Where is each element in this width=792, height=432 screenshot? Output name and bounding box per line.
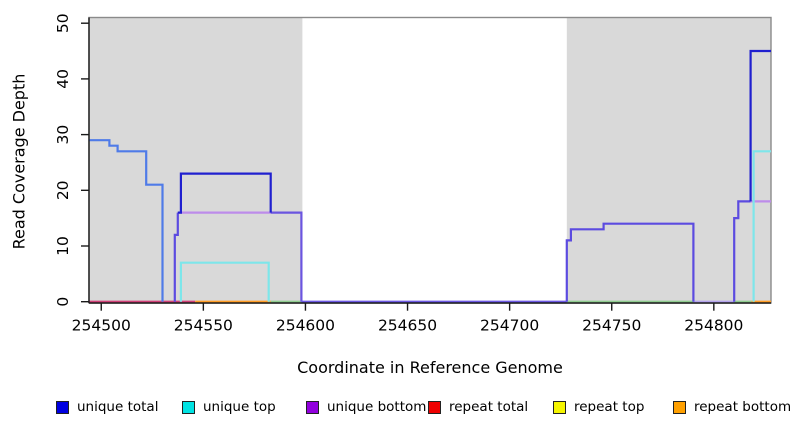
y-axis-title: Read Coverage Depth — [9, 73, 29, 250]
legend-label: unique bottom — [327, 399, 427, 415]
series-segment-left-rise-indigo — [173, 212, 179, 302]
legend-label: repeat bottom — [694, 399, 792, 415]
legend-label: unique top — [203, 399, 276, 415]
series-segment-right-indigo-plateau — [565, 222, 695, 302]
legend-item-repeat-total: repeat total — [428, 396, 528, 418]
y-tick-label: 10 — [54, 236, 72, 256]
y-tick-label: 40 — [54, 69, 72, 89]
legend-label: repeat top — [574, 399, 645, 415]
x-tick-label: 254750 — [582, 317, 641, 335]
legend-swatch-icon — [182, 400, 195, 414]
legend-swatch-icon — [553, 400, 566, 414]
legend-item-repeat-top: repeat top — [553, 396, 644, 418]
y-tick-label: 50 — [54, 13, 72, 33]
shaded-region — [89, 17, 303, 303]
series-segment-right-end-indigo-rise — [733, 200, 751, 302]
y-tick-label: 30 — [54, 125, 72, 145]
legend-item-unique-top: unique top — [182, 396, 276, 418]
series-segment-left-cyan-7 — [179, 261, 270, 302]
x-tick-label: 254500 — [72, 317, 131, 335]
series-segment-right-cyan-27 — [752, 150, 771, 302]
legend-item-unique-total: unique total — [56, 396, 158, 418]
series-segment-left-blue-rect-23 — [177, 172, 272, 214]
legend-item-unique-bottom: unique bottom — [306, 396, 426, 418]
y-tick-label: 20 — [54, 180, 72, 200]
y-tick-label: 0 — [54, 297, 72, 307]
x-tick-label: 254550 — [174, 317, 233, 335]
x-tick-label: 254700 — [480, 317, 539, 335]
x-tick-label: 254600 — [276, 317, 335, 335]
legend: unique total unique top unique bottom repea… — [0, 396, 792, 420]
x-axis-title: Coordinate in Reference Genome — [297, 358, 563, 377]
series-segment-right-blue-peak-45 — [749, 49, 771, 202]
legend-swatch-icon — [428, 400, 441, 414]
legend-swatch-icon — [306, 400, 319, 414]
legend-swatch-icon — [56, 400, 69, 414]
shaded-region — [566, 17, 771, 303]
series-segment-left-indigo-16-tail — [270, 211, 303, 302]
x-tick-label: 254650 — [378, 317, 437, 335]
legend-item-repeat-bottom: repeat bottom — [673, 396, 791, 418]
legend-swatch-icon — [673, 400, 686, 414]
legend-label: unique total — [77, 399, 159, 415]
legend-label: repeat total — [449, 399, 529, 415]
series-segment-left-staircase-blue-cyan — [89, 139, 164, 302]
x-tick-label: 254800 — [684, 317, 743, 335]
